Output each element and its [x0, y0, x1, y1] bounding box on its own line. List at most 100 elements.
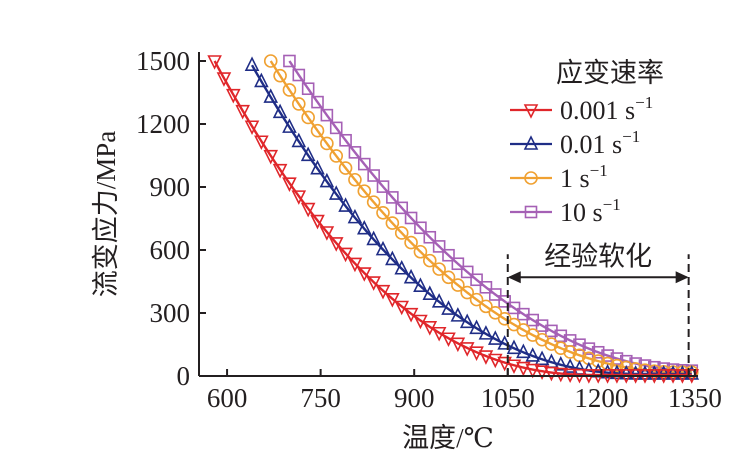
- data-point: [366, 276, 381, 291]
- data-point: [291, 190, 307, 205]
- data-point: [488, 288, 502, 301]
- data-point: [516, 343, 531, 359]
- data-point: [254, 72, 269, 88]
- data-point: [554, 329, 568, 343]
- legend-entry-0: 0.001 s−1: [510, 93, 653, 125]
- softening-annotation: 经验软化: [506, 241, 690, 376]
- data-point: [431, 293, 447, 308]
- data-point: [441, 300, 456, 315]
- data-point: [244, 120, 260, 136]
- y-tick-label: 1200: [136, 109, 190, 139]
- data-point: [610, 358, 624, 373]
- data-point: [562, 358, 578, 373]
- data-point: [272, 163, 288, 179]
- data-point: [459, 313, 475, 329]
- data-point: [338, 247, 353, 263]
- y-tick-label: 0: [177, 361, 191, 391]
- data-point: [263, 54, 278, 68]
- data-point: [328, 185, 344, 200]
- data-point: [338, 161, 353, 175]
- data-point: [235, 104, 250, 120]
- data-point: [291, 97, 306, 111]
- data-point: [423, 230, 437, 244]
- legend-swatch-marker: [523, 104, 539, 119]
- legend-swatch-marker: [523, 135, 539, 150]
- data-point: [497, 356, 512, 372]
- axes: [198, 52, 698, 377]
- data-point: [404, 211, 418, 225]
- data-point: [479, 299, 493, 314]
- data-point: [386, 191, 399, 204]
- data-point: [367, 169, 380, 182]
- data-point: [516, 361, 531, 377]
- series-line: [288, 60, 692, 372]
- data-point: [348, 146, 362, 159]
- y-axis-title: 流变应力/MPa: [91, 131, 121, 298]
- data-point: [282, 83, 297, 97]
- data-point: [216, 72, 232, 87]
- data-point: [320, 108, 334, 122]
- data-point: [432, 262, 446, 276]
- series-1: [244, 56, 700, 380]
- data-point: [487, 330, 503, 345]
- legend-label: 10 s−1: [560, 195, 621, 227]
- data-point: [366, 230, 381, 246]
- data-point: [282, 177, 297, 192]
- data-point: [244, 56, 260, 71]
- data-point: [310, 214, 325, 230]
- data-point: [665, 365, 681, 380]
- data-point: [357, 184, 372, 198]
- data-point: [329, 149, 344, 163]
- data-point: [553, 356, 569, 371]
- series-3: [283, 54, 699, 377]
- y-tick-label: 900: [150, 172, 191, 202]
- data-point: [478, 350, 494, 365]
- data-point: [656, 365, 671, 380]
- data-point: [329, 121, 343, 135]
- legend-label: 1 s−1: [560, 161, 608, 193]
- data-point: [582, 342, 596, 355]
- data-point: [310, 159, 325, 175]
- data-point: [356, 267, 372, 282]
- x-tick-label: 1200: [574, 383, 628, 413]
- data-point: [207, 55, 222, 70]
- data-point: [422, 285, 438, 301]
- legend-label-superscript: −1: [590, 161, 608, 180]
- data-point: [498, 295, 511, 308]
- data-point: [347, 257, 363, 273]
- data-point: [460, 265, 474, 279]
- data-point: [460, 285, 475, 300]
- data-point: [525, 363, 541, 379]
- legend-label: 0.01 s−1: [560, 127, 640, 159]
- data-point: [413, 277, 428, 292]
- data-point: [385, 216, 400, 230]
- data-point: [403, 268, 419, 284]
- data-point: [628, 365, 643, 380]
- x-tick-label: 600: [207, 383, 248, 413]
- data-point: [394, 226, 409, 240]
- data-point: [394, 300, 410, 316]
- data-point: [328, 237, 344, 252]
- annotation-arrowhead-right: [675, 271, 689, 284]
- data-point: [544, 366, 559, 382]
- data-point: [310, 123, 325, 138]
- data-point: [506, 359, 522, 375]
- data-point: [375, 240, 391, 256]
- data-point: [366, 195, 381, 209]
- y-ticks: 0 300 600 900 1200 1500: [136, 46, 206, 391]
- data-point: [292, 68, 306, 82]
- data-point: [479, 280, 493, 294]
- data-point: [348, 172, 362, 187]
- legend-label-superscript: −1: [622, 127, 640, 146]
- data-point: [506, 339, 522, 355]
- data-point: [609, 364, 625, 380]
- data-point: [301, 82, 315, 96]
- legend-entry-2: 1 s−1: [510, 161, 608, 193]
- data-point: [450, 307, 466, 322]
- data-point: [300, 202, 316, 218]
- y-tick-label: 300: [150, 298, 191, 328]
- data-point: [357, 157, 371, 171]
- data-point: [525, 347, 541, 362]
- data-point: [647, 365, 662, 380]
- data-point: [487, 353, 503, 369]
